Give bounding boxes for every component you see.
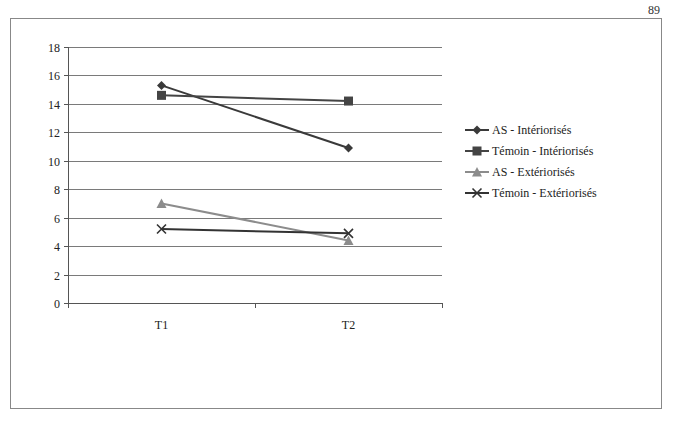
y-tick-label: 8 [54,183,60,197]
grid-line [68,47,442,48]
legend-label: AS - Intériorisés [492,123,572,137]
x-tick-label: T2 [342,318,355,332]
page-number: 89 [648,3,660,17]
y-tick-label: 4 [54,240,60,254]
chart-frame [11,19,662,409]
x-tick [442,303,443,308]
y-tick-label: 0 [54,297,60,311]
y-tick-label: 6 [54,212,60,226]
y-tick-label: 16 [48,69,60,83]
grid-line [68,189,442,190]
legend-label: AS - Extériorisés [492,165,575,179]
x-tick [255,303,256,308]
series-line [162,229,349,233]
y-tick-label: 12 [48,126,60,140]
series-marker [344,97,353,106]
grid-line [68,75,442,76]
legend-marker [473,126,482,135]
grid-line [68,161,442,162]
y-tick [64,132,68,133]
grid-line [68,218,442,219]
y-tick-label: 2 [54,269,60,283]
grid-line [68,132,442,133]
y-tick-label: 14 [48,98,60,112]
grid-line [68,275,442,276]
y-axis [68,47,69,303]
y-tick [64,75,68,76]
y-tick [64,246,68,247]
legend-marker [472,167,482,177]
y-tick [64,104,68,105]
x-tick [68,303,69,308]
legend-label: Témoin - Intériorisés [492,144,594,158]
y-tick [64,47,68,48]
y-tick [64,189,68,190]
legend-marker [473,147,482,156]
y-tick [64,218,68,219]
y-tick-label: 10 [48,155,60,169]
series-marker [344,143,353,152]
y-tick [64,275,68,276]
series-marker [157,225,166,234]
series-line [162,95,349,101]
y-tick [64,303,68,304]
grid-line [68,104,442,105]
series-marker [157,91,166,100]
legend-label: Témoin - Extériorisés [492,186,597,200]
series-line [162,85,349,148]
series-marker [157,81,166,90]
y-tick-label: 18 [48,41,60,55]
plot-area [157,81,354,245]
series-line [162,203,349,240]
series-marker [157,198,167,208]
y-tick [64,161,68,162]
grid-line [68,246,442,247]
x-tick-label: T1 [155,318,168,332]
series-marker [344,229,353,238]
legend-marker [473,189,482,198]
